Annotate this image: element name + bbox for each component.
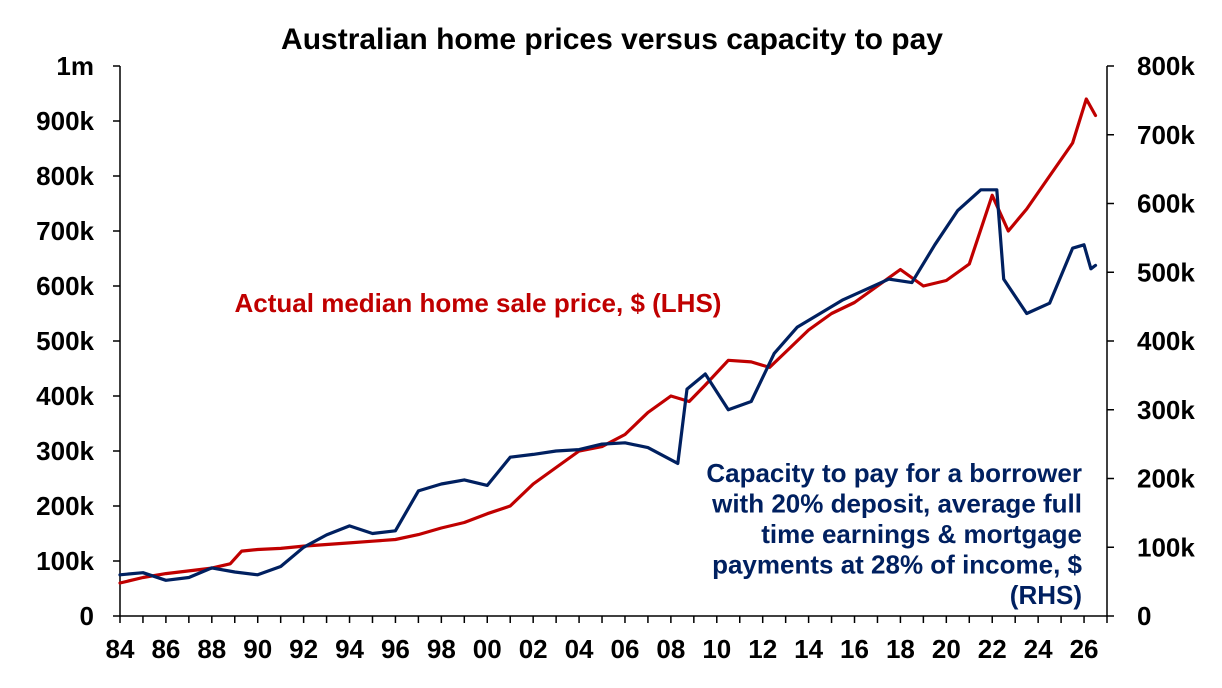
annotation-line: Capacity to pay for a borrower	[706, 458, 1082, 488]
y-right-tick-label: 500k	[1137, 257, 1195, 287]
x-tick-label: 98	[427, 634, 456, 664]
x-tick-label: 86	[151, 634, 180, 664]
y-right-tick-label: 600k	[1137, 189, 1195, 219]
x-tick-label: 06	[611, 634, 640, 664]
y-left-tick-label: 900k	[36, 106, 94, 136]
y-right-tick-label: 700k	[1137, 120, 1195, 150]
annotation-line: time earnings & mortgage	[761, 519, 1082, 549]
x-tick-label: 04	[565, 634, 594, 664]
annotation-right: Capacity to pay for a borrower with 20% d…	[706, 458, 1082, 610]
x-tick-label: 94	[335, 634, 364, 664]
series-line-right	[118, 188, 1098, 582]
x-tick-label: 88	[197, 634, 226, 664]
series-group	[118, 97, 1098, 585]
x-tick-label: 14	[794, 634, 823, 664]
annotation-line: Actual median home sale price, $ (LHS)	[235, 288, 722, 318]
y-right-tick-label: 800k	[1137, 51, 1195, 81]
x-tick-label: 12	[748, 634, 777, 664]
y-right-tick-label: 300k	[1137, 395, 1195, 425]
x-tick-label: 02	[519, 634, 548, 664]
x-tick-label: 26	[1070, 634, 1099, 664]
x-tick-label: 84	[106, 634, 135, 664]
y-left-tick-label: 0	[80, 601, 94, 631]
annotation-group: Actual median home sale price, $ (LHS) Ca…	[235, 288, 1083, 610]
x-tick-label: 92	[289, 634, 318, 664]
x-tick-label: 10	[702, 634, 731, 664]
x-tick-label: 90	[243, 634, 272, 664]
x-tick-label: 96	[381, 634, 410, 664]
y-left-tick-label: 700k	[36, 216, 94, 246]
y-left-tick-label: 800k	[36, 161, 94, 191]
y-left-tick-label: 200k	[36, 491, 94, 521]
x-tick-label: 00	[473, 634, 502, 664]
y-left-tick-label: 400k	[36, 381, 94, 411]
annotation-line: with 20% deposit, average full	[711, 489, 1082, 519]
axes: 0 100k 200k 300k 400k 500k 600k 700k 800k 900k 1m 0…	[36, 51, 1195, 664]
series-line-left	[118, 97, 1098, 585]
x-tick-label: 22	[978, 634, 1007, 664]
annotation-left: Actual median home sale price, $ (LHS)	[235, 288, 722, 318]
x-tick-label: 16	[840, 634, 869, 664]
y-left-tick-label: 600k	[36, 271, 94, 301]
annotation-line: (RHS)	[1010, 580, 1082, 610]
y-right-tick-label: 400k	[1137, 326, 1195, 356]
annotation-line: payments at 28% of income, $	[712, 550, 1082, 580]
y-left-tick-label: 500k	[36, 326, 94, 356]
y-left-tick-label: 100k	[36, 546, 94, 576]
x-tick-label: 24	[1024, 634, 1053, 664]
x-tick-label: 18	[886, 634, 915, 664]
y-left-tick-label: 300k	[36, 436, 94, 466]
x-tick-label: 20	[932, 634, 961, 664]
y-right-tick-label: 200k	[1137, 464, 1195, 494]
chart-title: Australian home prices versus capacity t…	[281, 23, 943, 56]
x-tick-label: 08	[656, 634, 685, 664]
y-right-tick-label: 0	[1137, 601, 1151, 631]
y-left-tick-label: 1m	[56, 51, 94, 81]
y-right-tick-label: 100k	[1137, 532, 1195, 562]
